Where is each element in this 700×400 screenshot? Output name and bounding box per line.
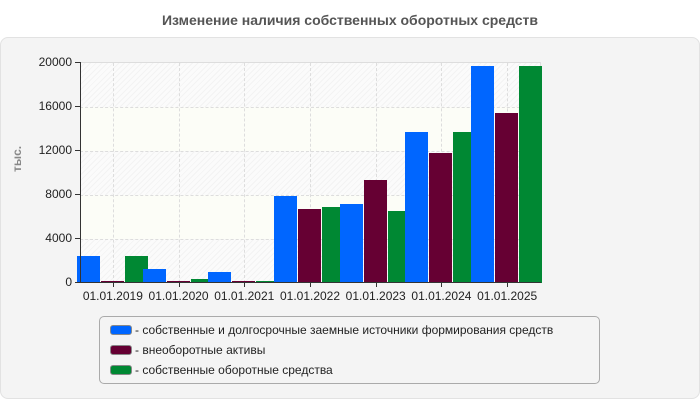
legend-item: - собственные оборотные средства: [110, 363, 333, 377]
x-tick-label: 01.01.2023: [345, 289, 406, 303]
y-tick-label: 16000: [38, 99, 72, 113]
y-tick-label: 4000: [45, 231, 72, 245]
legend-label: - собственные оборотные средства: [135, 363, 333, 377]
legend-swatch-icon: [110, 325, 132, 335]
bar: [453, 131, 477, 283]
bar: [298, 208, 321, 283]
x-tick-label: 01.01.2022: [279, 289, 341, 303]
legend: - собственные и долгосрочные заемные ист…: [99, 316, 600, 384]
x-tick-label: 01.01.2021: [214, 289, 275, 303]
bar: [190, 279, 214, 283]
x-tick-label: 01.01.2019: [82, 289, 143, 303]
bar: [339, 203, 363, 283]
legend-item: - собственные и долгосрочные заемные ист…: [110, 323, 553, 337]
x-tick-label: 01.01.2020: [148, 289, 209, 303]
y-axis: [80, 62, 81, 283]
bar: [405, 131, 429, 283]
plot-area: [76, 62, 543, 283]
y-tick-label: 8000: [45, 187, 72, 201]
x-tick-label: 01.01.2024: [411, 289, 472, 303]
legend-label: - внеоборотные активы: [135, 343, 266, 357]
bar: [363, 179, 387, 283]
bar: [322, 207, 345, 283]
bar: [387, 210, 411, 283]
legend-swatch-icon: [110, 365, 132, 375]
bar: [76, 256, 100, 283]
y-tick-label: 20000: [38, 55, 72, 69]
bar: [429, 152, 453, 283]
bar: [208, 272, 232, 283]
bar: [274, 195, 297, 283]
bar: [142, 269, 166, 283]
x-tick-label: 01.01.2025: [477, 289, 538, 303]
legend-swatch-icon: [110, 345, 132, 355]
bar: [124, 256, 148, 283]
chart-title: Изменение наличия собственных оборотных …: [161, 12, 539, 28]
y-tick-label: 0: [65, 275, 72, 289]
legend-label: - собственные и долгосрочные заемные ист…: [135, 323, 554, 337]
y-tick-label: 12000: [38, 143, 72, 157]
legend-item: - внеоборотные активы: [110, 343, 265, 357]
bar: [471, 65, 495, 283]
bar: [519, 65, 543, 283]
bar: [495, 113, 519, 283]
